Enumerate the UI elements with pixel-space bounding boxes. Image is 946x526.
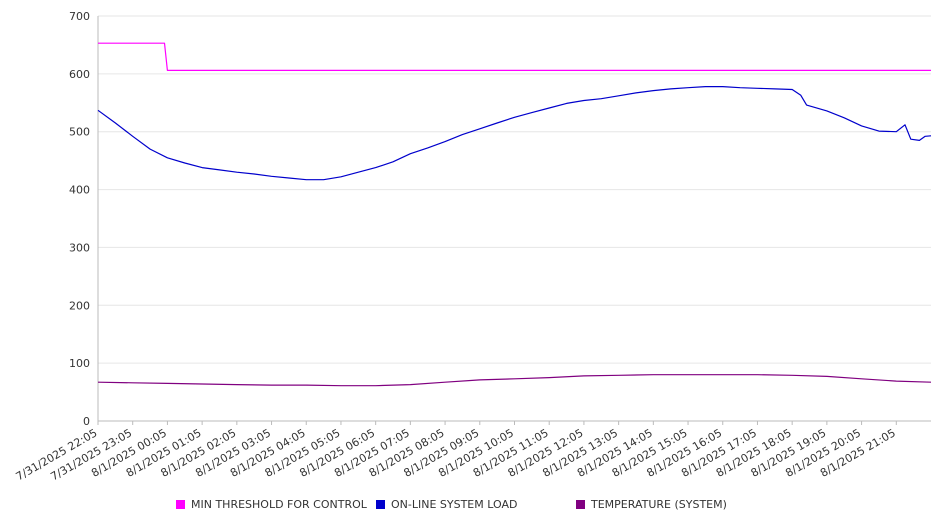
series-line-system-load xyxy=(97,85,932,181)
y-tick-label-300: 300 xyxy=(69,241,90,254)
legend-item-temperature[interactable]: TEMPERATURE (SYSTEM) xyxy=(576,498,727,511)
legend-swatch-min-threshold xyxy=(176,500,185,509)
legend-label-system-load: ON-LINE SYSTEM LOAD xyxy=(391,498,518,511)
series-line-temperature xyxy=(97,374,932,387)
y-tick-label-700: 700 xyxy=(69,10,90,23)
legend-label-min-threshold: MIN THRESHOLD FOR CONTROL xyxy=(191,498,367,511)
series-lines xyxy=(97,42,932,387)
y-tick-label-400: 400 xyxy=(69,184,90,197)
grid-lines xyxy=(98,15,931,364)
legend: MIN THRESHOLD FOR CONTROL ON-LINE SYSTEM… xyxy=(0,498,946,516)
y-tick-label-600: 600 xyxy=(69,68,90,81)
y-tick-label-100: 100 xyxy=(69,357,90,370)
y-tick-label-200: 200 xyxy=(69,299,90,312)
y-tick-label-0: 0 xyxy=(83,415,90,428)
legend-item-min-threshold[interactable]: MIN THRESHOLD FOR CONTROL xyxy=(176,498,367,511)
y-tick-label-500: 500 xyxy=(69,126,90,139)
legend-swatch-system-load xyxy=(376,500,385,509)
series-line-min-threshold xyxy=(98,42,931,72)
legend-label-temperature: TEMPERATURE (SYSTEM) xyxy=(591,498,727,511)
legend-item-system-load[interactable]: ON-LINE SYSTEM LOAD xyxy=(376,498,517,511)
legend-swatch-temperature xyxy=(576,500,585,509)
